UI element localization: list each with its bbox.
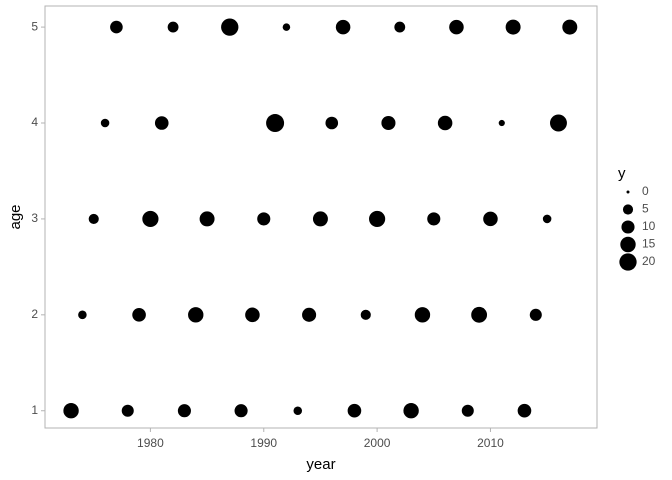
- point: [188, 307, 204, 323]
- legend-label: 20: [642, 254, 656, 268]
- point: [347, 403, 362, 418]
- point: [394, 21, 406, 33]
- legend-label: 0: [642, 184, 649, 198]
- point: [199, 211, 215, 227]
- point: [293, 406, 303, 416]
- x-tick-label: 1990: [250, 436, 277, 450]
- y-tick-label: 2: [31, 307, 38, 321]
- x-tick-label: 2000: [364, 436, 391, 450]
- point: [167, 21, 179, 33]
- legend-label: 10: [642, 219, 656, 233]
- point: [266, 114, 285, 133]
- x-axis-title: year: [306, 456, 335, 473]
- point: [562, 19, 578, 35]
- point: [449, 19, 464, 35]
- point: [257, 212, 271, 226]
- point: [427, 212, 441, 226]
- point: [335, 19, 351, 35]
- x-tick-label: 2010: [477, 436, 504, 450]
- point: [369, 210, 386, 228]
- point: [221, 18, 239, 36]
- point: [177, 404, 191, 418]
- panel-border: [44, 5, 598, 429]
- y-axis-title: age: [7, 204, 24, 229]
- point: [360, 309, 371, 320]
- legend-key: [619, 253, 637, 271]
- point: [100, 118, 110, 128]
- y-tick-label: 1: [31, 403, 38, 417]
- legend-label: 5: [642, 202, 649, 216]
- point: [63, 403, 79, 419]
- legend-key: [626, 190, 630, 194]
- y-tick-label: 5: [31, 19, 38, 33]
- point: [414, 307, 431, 323]
- point: [505, 19, 521, 35]
- point: [88, 213, 99, 224]
- point: [381, 115, 396, 131]
- legend-key: [620, 236, 636, 253]
- point: [403, 403, 419, 419]
- x-tick-label: 1980: [137, 436, 164, 450]
- legend-key: [621, 220, 635, 234]
- point: [461, 404, 474, 417]
- point: [517, 403, 532, 418]
- point: [549, 114, 567, 132]
- point: [245, 307, 260, 323]
- legend-key: [622, 204, 634, 215]
- point: [142, 210, 159, 228]
- point: [542, 214, 552, 224]
- point: [529, 308, 542, 321]
- point: [282, 23, 291, 31]
- point: [121, 404, 134, 417]
- y-tick-label: 3: [31, 211, 38, 225]
- point: [437, 115, 453, 131]
- point: [498, 119, 505, 127]
- point: [78, 310, 87, 320]
- legend-label: 15: [642, 237, 656, 251]
- point: [110, 20, 123, 34]
- legend-title: y: [618, 165, 626, 182]
- y-tick-label: 4: [31, 115, 38, 129]
- point: [312, 211, 328, 227]
- point: [154, 116, 169, 130]
- point: [471, 306, 488, 323]
- point: [234, 404, 248, 418]
- point: [302, 307, 317, 322]
- point: [325, 116, 339, 130]
- point: [132, 308, 146, 322]
- point: [483, 211, 498, 227]
